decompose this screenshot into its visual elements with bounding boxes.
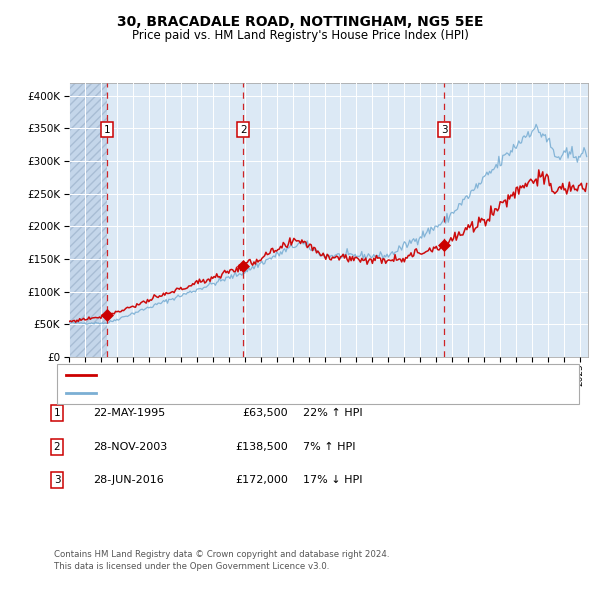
Text: 3: 3: [53, 476, 61, 485]
Text: This data is licensed under the Open Government Licence v3.0.: This data is licensed under the Open Gov…: [54, 562, 329, 571]
Text: 1: 1: [104, 124, 110, 135]
Text: 22-MAY-1995: 22-MAY-1995: [93, 408, 165, 418]
Text: 30, BRACADALE ROAD, NOTTINGHAM, NG5 5EE (detached house): 30, BRACADALE ROAD, NOTTINGHAM, NG5 5EE …: [102, 371, 422, 381]
Text: Contains HM Land Registry data © Crown copyright and database right 2024.: Contains HM Land Registry data © Crown c…: [54, 550, 389, 559]
Text: 7% ↑ HPI: 7% ↑ HPI: [303, 442, 355, 451]
Text: 2: 2: [53, 442, 61, 451]
Text: 17% ↓ HPI: 17% ↓ HPI: [303, 476, 362, 485]
Text: 28-JUN-2016: 28-JUN-2016: [93, 476, 164, 485]
Text: HPI: Average price, detached house, City of Nottingham: HPI: Average price, detached house, City…: [102, 388, 376, 398]
Text: 28-NOV-2003: 28-NOV-2003: [93, 442, 167, 451]
Text: £172,000: £172,000: [235, 476, 288, 485]
Text: 22% ↑ HPI: 22% ↑ HPI: [303, 408, 362, 418]
Text: 2: 2: [240, 124, 247, 135]
Text: Price paid vs. HM Land Registry's House Price Index (HPI): Price paid vs. HM Land Registry's House …: [131, 30, 469, 42]
Text: 3: 3: [441, 124, 448, 135]
Text: £138,500: £138,500: [235, 442, 288, 451]
Text: £63,500: £63,500: [242, 408, 288, 418]
Text: 30, BRACADALE ROAD, NOTTINGHAM, NG5 5EE: 30, BRACADALE ROAD, NOTTINGHAM, NG5 5EE: [117, 15, 483, 29]
Text: 1: 1: [53, 408, 61, 418]
